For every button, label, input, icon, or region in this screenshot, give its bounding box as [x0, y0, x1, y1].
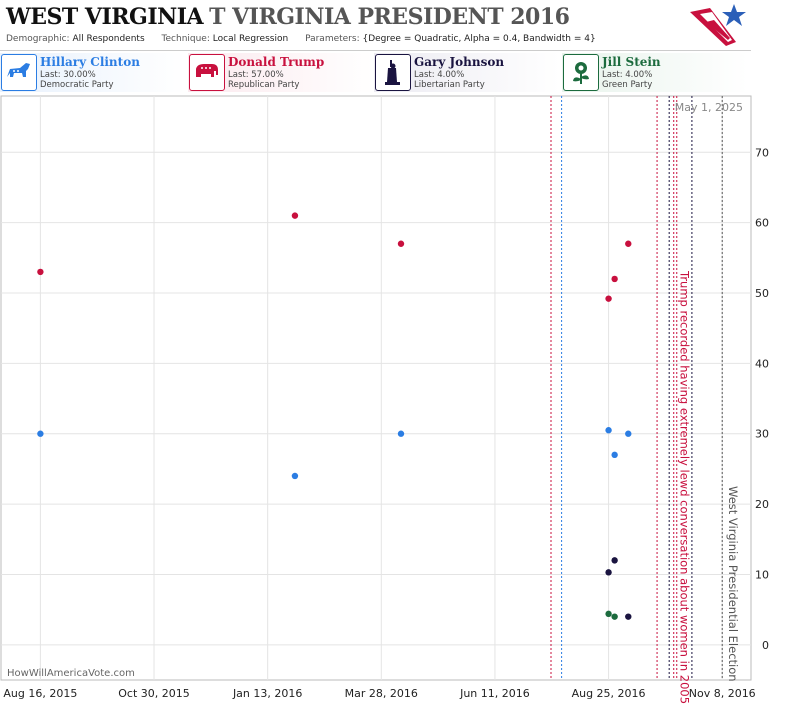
data-point: [611, 275, 618, 283]
event-label: Trump recorded having extremely lewd con…: [678, 270, 692, 704]
candidate-party: Republican Party: [228, 80, 300, 90]
candidate-party: Democratic Party: [40, 80, 114, 90]
x-tick-label: Nov 8, 2016: [689, 687, 756, 700]
parameters-info: Parameters: {Degree = Quadratic, Alpha =…: [305, 34, 596, 44]
page-title: WEST VIRGINIA T VIRGINIA PRESIDENT 2016: [6, 4, 570, 30]
data-point: [397, 430, 405, 437]
candidate-name: Hillary Clinton: [40, 55, 140, 69]
statue-of-liberty-icon: [375, 54, 411, 91]
y-tick-label: 60: [755, 217, 769, 230]
donkey-icon: [1, 54, 37, 91]
race-title: T VIRGINIA PRESIDENT 2016: [209, 4, 570, 30]
chart-header: WEST VIRGINIA T VIRGINIA PRESIDENT 2016 D…: [0, 0, 751, 51]
data-point: [605, 295, 612, 302]
data-point: [291, 212, 299, 219]
rose-icon: [563, 54, 599, 91]
candidate-legend: Hillary Clinton Last: 30.00% Democratic …: [0, 53, 751, 93]
y-tick-label: 10: [755, 568, 769, 581]
event-label: West Virginia Presidential Election: [726, 486, 740, 682]
x-tick-label: Mar 28, 2016: [345, 687, 418, 700]
y-tick-label: 20: [755, 498, 769, 511]
data-point: [625, 240, 632, 247]
data-point: [605, 610, 612, 618]
data-point: [625, 430, 632, 437]
candidate-party: Green Party: [602, 80, 653, 90]
candidate-last-value: Last: 57.00%: [228, 70, 284, 80]
candidate-stein[interactable]: Jill Stein Last: 4.00% Green Party: [562, 53, 748, 92]
x-tick-label: Jan 13, 2016: [232, 687, 302, 700]
data-point: [611, 557, 618, 564]
y-tick-label: 30: [755, 428, 769, 441]
star-flag-logo-icon: [690, 4, 746, 46]
data-point: [37, 268, 44, 276]
state-title: WEST VIRGINIA: [6, 4, 204, 30]
y-tick-label: 0: [762, 639, 769, 652]
elephant-icon: [189, 54, 225, 91]
data-point: [611, 613, 618, 620]
x-tick-label: Aug 16, 2015: [3, 687, 77, 700]
candidate-name: Jill Stein: [602, 55, 661, 69]
data-point: [37, 430, 44, 437]
candidate-trump[interactable]: Donald Trump Last: 57.00% Republican Par…: [188, 53, 374, 92]
site-watermark: HowWillAmericaVote.com: [7, 668, 135, 679]
candidate-last-value: Last: 30.00%: [40, 70, 96, 80]
data-point: [291, 472, 299, 480]
technique-info: Technique: Local Regression: [161, 34, 289, 44]
candidate-party: Libertarian Party: [414, 80, 485, 90]
y-tick-label: 50: [755, 287, 769, 300]
demographic-info: Demographic: All Respondents: [6, 34, 145, 44]
data-point: [625, 613, 632, 620]
candidate-name: Donald Trump: [228, 55, 325, 69]
data-point: [605, 427, 612, 434]
candidate-last-value: Last: 4.00%: [414, 70, 465, 80]
candidate-johnson[interactable]: Gary Johnson Last: 4.00% Libertarian Par…: [374, 53, 560, 92]
candidate-name: Gary Johnson: [414, 55, 505, 69]
date-stamp: May 1, 2025: [674, 101, 743, 114]
x-tick-label: Jun 11, 2016: [459, 687, 530, 700]
data-point: [397, 240, 405, 247]
y-tick-label: 40: [755, 357, 769, 370]
plot-frame: [0, 95, 752, 681]
candidate-clinton[interactable]: Hillary Clinton Last: 30.00% Democratic …: [0, 53, 186, 92]
data-point: [605, 569, 612, 576]
parameter-row: Demographic: All Respondents Technique: …: [6, 34, 610, 44]
y-tick-label: 70: [755, 146, 769, 159]
candidate-last-value: Last: 4.00%: [602, 70, 653, 80]
x-tick-label: Oct 30, 2015: [118, 687, 190, 700]
x-tick-label: Aug 25, 2016: [572, 687, 646, 700]
data-point: [611, 451, 618, 459]
